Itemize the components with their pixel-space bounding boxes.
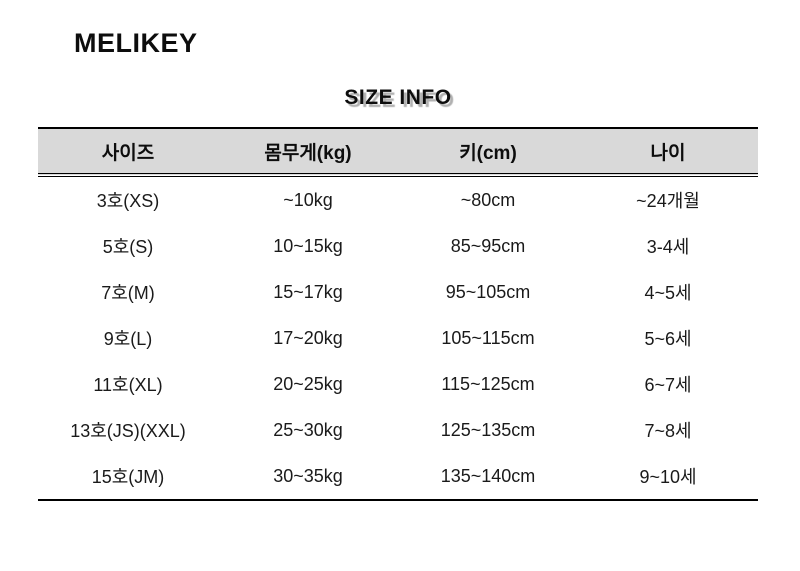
table-row: 11호(XL) 20~25kg 115~125cm 6~7세 bbox=[38, 361, 758, 407]
table-row: 9호(L) 17~20kg 105~115cm 5~6세 bbox=[38, 315, 758, 361]
cell-weight: ~10kg bbox=[283, 189, 333, 210]
cell-height: ~80cm bbox=[460, 189, 516, 210]
size-table-body: 3호(XS) ~10kg ~80cm ~24개월 5호(S) 10~15kg 8… bbox=[38, 175, 758, 500]
table-row: 15호(JM) 30~35kg 135~140cm 9~10세 bbox=[38, 453, 758, 500]
header-weight: 몸무게(kg) bbox=[218, 128, 398, 177]
cell-size: 3호(XS) bbox=[96, 191, 160, 211]
cell-size: 7호(M) bbox=[101, 283, 155, 303]
cell-height: 125~135cm bbox=[440, 419, 536, 440]
cell-age: 7~8세 bbox=[644, 421, 692, 441]
cell-height: 95~105cm bbox=[445, 281, 531, 302]
cell-age: 6~7세 bbox=[644, 375, 692, 395]
size-table-header: 사이즈 몸무게(kg) 키(cm) 나이 bbox=[38, 128, 758, 177]
cell-size: 15호(JM) bbox=[91, 467, 165, 487]
cell-weight: 20~25kg bbox=[273, 373, 343, 394]
cell-weight: 25~30kg bbox=[273, 419, 343, 440]
cell-age: 4~5세 bbox=[644, 283, 692, 303]
brand-logo: MELIKEY bbox=[74, 28, 198, 58]
cell-weight: 30~35kg bbox=[273, 465, 343, 486]
cell-height: 135~140cm bbox=[440, 465, 536, 486]
title-wrap: SIZE INFO bbox=[38, 86, 758, 110]
cell-height: 115~125cm bbox=[441, 373, 535, 394]
table-row: 13호(JS)(XXL) 25~30kg 125~135cm 7~8세 bbox=[38, 407, 758, 453]
cell-weight: 15~17kg bbox=[273, 281, 343, 302]
cell-size: 9호(L) bbox=[103, 329, 153, 349]
table-row: 7호(M) 15~17kg 95~105cm 4~5세 bbox=[38, 269, 758, 315]
cell-size: 13호(JS)(XXL) bbox=[70, 421, 186, 441]
header-size: 사이즈 bbox=[38, 128, 218, 177]
cell-weight: 17~20kg bbox=[273, 327, 343, 348]
header-height: 키(cm) bbox=[398, 128, 578, 177]
header-row: 사이즈 몸무게(kg) 키(cm) 나이 bbox=[38, 128, 758, 177]
page-title: SIZE INFO bbox=[344, 86, 452, 109]
table-row: 5호(S) 10~15kg 85~95cm 3-4세 bbox=[38, 223, 758, 269]
size-table: 사이즈 몸무게(kg) 키(cm) 나이 3호(XS) ~10kg ~80cm … bbox=[38, 127, 758, 501]
cell-age: 5~6세 bbox=[644, 329, 692, 349]
cell-size: 5호(S) bbox=[102, 237, 154, 257]
table-row: 3호(XS) ~10kg ~80cm ~24개월 bbox=[38, 175, 758, 223]
header-age: 나이 bbox=[578, 128, 758, 177]
cell-age: 9~10세 bbox=[639, 467, 697, 487]
cell-height: 105~115cm bbox=[441, 327, 535, 348]
cell-size: 11호(XL) bbox=[93, 375, 163, 395]
cell-weight: 10~15kg bbox=[273, 235, 343, 256]
cell-age: ~24개월 bbox=[636, 191, 700, 211]
cell-age: 3-4세 bbox=[646, 237, 690, 257]
cell-height: 85~95cm bbox=[450, 235, 526, 256]
